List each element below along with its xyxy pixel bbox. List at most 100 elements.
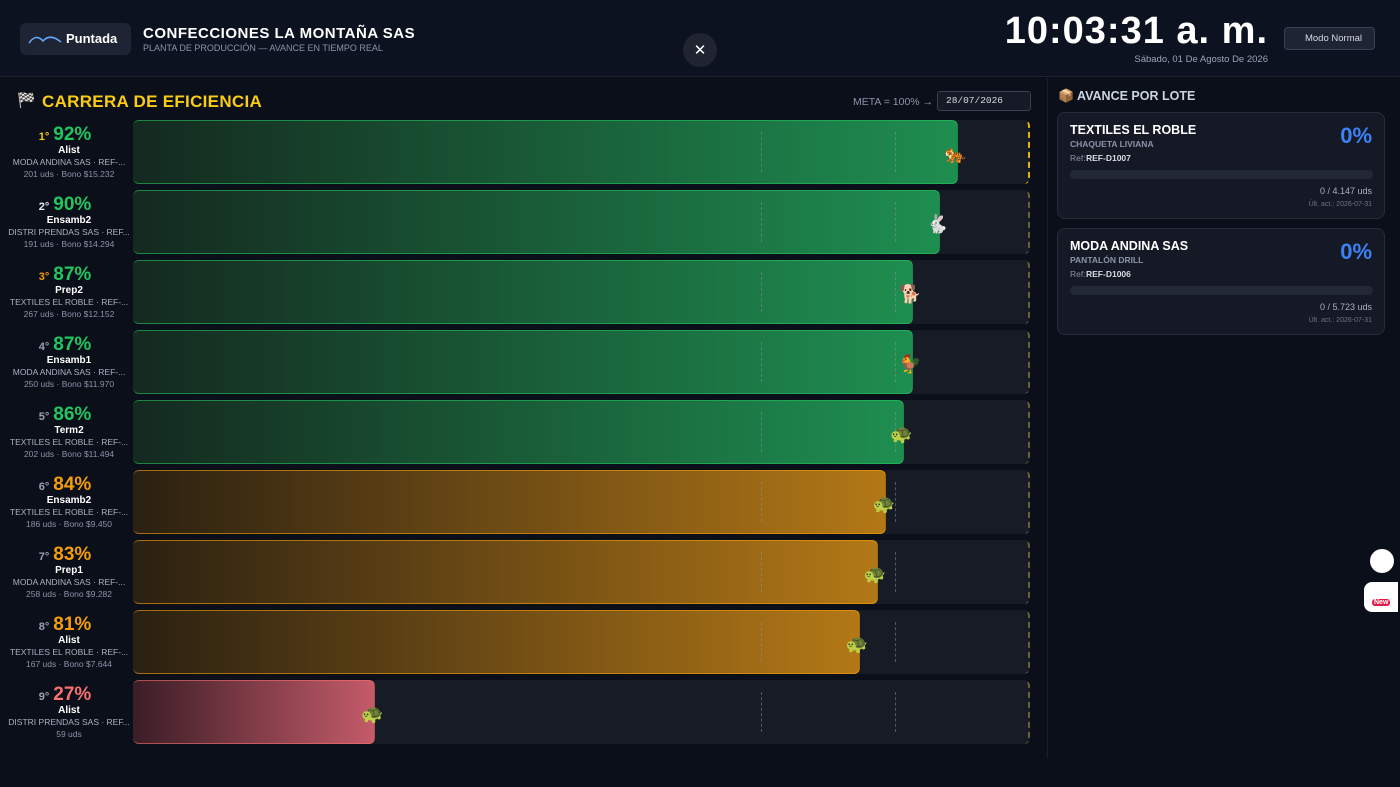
threshold-line xyxy=(895,482,897,522)
efficiency: 83% xyxy=(53,544,92,565)
bar xyxy=(133,190,941,254)
threshold-line xyxy=(760,552,762,592)
worker: Prep2 xyxy=(55,285,83,296)
track: 🐢 xyxy=(133,610,1030,674)
logo-box[interactable] xyxy=(20,23,131,55)
runner-icon: 🐢 xyxy=(845,634,868,654)
threshold-line xyxy=(760,342,762,382)
mode-button[interactable]: Modo Normal xyxy=(1284,27,1375,50)
runner-icon: 🐓 xyxy=(899,354,922,374)
close-icon[interactable]: ✕ xyxy=(693,42,707,59)
bar xyxy=(133,260,914,324)
score-line: 3° 87% xyxy=(0,264,130,286)
detail: DISTRI PRENDAS SAS · REF... xyxy=(8,227,130,237)
ref-label: Ref: xyxy=(1070,269,1086,279)
logo-wave xyxy=(28,36,62,44)
threshold-line xyxy=(760,132,762,172)
summary: 201 uds · Bono $15.232 xyxy=(23,169,115,179)
runner-icon: 🐕 xyxy=(899,284,922,304)
threshold-line xyxy=(760,202,762,242)
close-button[interactable] xyxy=(683,33,717,67)
batch-card: TEXTILES EL ROBLE CHAQUETA LIVIANA Ref: REF… xyxy=(1057,112,1385,219)
detail: MODA ANDINA SAS · REF-... xyxy=(12,367,126,377)
efficiency: 87% xyxy=(53,264,92,285)
worker: Term2 xyxy=(54,425,84,436)
runner-icon: 🐢 xyxy=(361,704,384,724)
rank: 8° xyxy=(38,621,50,633)
date-input[interactable]: 28/07/2026 xyxy=(937,91,1031,111)
efficiency: 84% xyxy=(53,474,92,495)
logo-text: Puntada xyxy=(66,31,118,46)
runner-icon: 🐢 xyxy=(890,424,913,444)
goal-label: META = 100% → xyxy=(853,96,934,108)
updated: Últ. act.: 2026-07-31 xyxy=(1308,317,1372,324)
row-info: 1° 92% Alist MODA ANDINA SAS · REF-... 201 u… xyxy=(0,120,130,184)
rank: 3° xyxy=(38,271,50,283)
race-icon: 🏁 xyxy=(17,92,36,109)
score-line: 5° 86% xyxy=(0,404,130,426)
summary: 167 uds · Bono $7.644 xyxy=(25,659,112,669)
summary: 267 uds · Bono $12.152 xyxy=(23,309,115,319)
summary: 186 uds · Bono $9.450 xyxy=(25,519,112,529)
score-line: 9° 27% xyxy=(0,684,130,706)
runner-icon: 🐢 xyxy=(872,494,895,514)
rank: 1° xyxy=(38,131,50,143)
row-info: 6° 84% Ensamb2 TEXTILES EL ROBLE · REF-... 1… xyxy=(0,470,130,534)
ref-label: Ref: xyxy=(1070,153,1086,163)
detail: TEXTILES EL ROBLE · REF-... xyxy=(9,437,129,447)
ref: REF-D1006 xyxy=(1086,269,1131,279)
progress-track xyxy=(1070,286,1373,295)
track: 🐢 xyxy=(133,540,1030,604)
rank: 6° xyxy=(38,481,50,493)
threshold-line xyxy=(895,622,897,662)
summary: 191 uds · Bono $14.294 xyxy=(23,239,115,249)
rank: 2° xyxy=(38,201,50,213)
row-info: 9° 27% Alist DISTRI PRENDAS SAS · REF... 59 … xyxy=(0,680,130,744)
summary: 59 uds xyxy=(56,729,82,739)
threshold-line xyxy=(760,482,762,522)
new-widget[interactable]: New xyxy=(1364,582,1398,612)
efficiency: 92% xyxy=(53,124,92,145)
updated: Últ. act.: 2026-07-31 xyxy=(1308,201,1372,208)
client: MODA ANDINA SAS xyxy=(1070,239,1189,253)
book-button[interactable] xyxy=(1370,549,1394,573)
threshold-line xyxy=(895,342,897,382)
bar xyxy=(133,400,905,464)
bar xyxy=(133,680,376,744)
threshold-line xyxy=(760,692,762,732)
row-info: 5° 86% Term2 TEXTILES EL ROBLE · REF-... 202… xyxy=(0,400,130,464)
track: 🐅 xyxy=(133,120,1030,184)
batch-icon: 📦 xyxy=(1058,88,1075,103)
batch-card: MODA ANDINA SAS PANTALÓN DRILL Ref: REF-D10… xyxy=(1057,228,1385,335)
worker: Alist xyxy=(58,145,80,156)
rank: 9° xyxy=(38,691,50,703)
threshold-line xyxy=(895,552,897,592)
product: PANTALÓN DRILL xyxy=(1070,255,1144,265)
progress-track xyxy=(1070,170,1373,179)
threshold-line xyxy=(760,622,762,662)
row-info: 4° 87% Ensamb1 MODA ANDINA SAS · REF-... 250… xyxy=(0,330,130,394)
clock: 10:03:31 a. m. xyxy=(1004,10,1268,52)
units: 0 / 4.147 uds xyxy=(1319,186,1372,196)
detail: TEXTILES EL ROBLE · REF-... xyxy=(9,297,129,307)
detail: TEXTILES EL ROBLE · REF-... xyxy=(9,507,129,517)
summary: 250 uds · Bono $11.970 xyxy=(23,379,115,389)
client: TEXTILES EL ROBLE xyxy=(1070,123,1197,137)
rank: 7° xyxy=(38,551,50,563)
detail: MODA ANDINA SAS · REF-... xyxy=(12,577,126,587)
row-info: 7° 83% Prep1 MODA ANDINA SAS · REF-... 258 u… xyxy=(0,540,130,604)
divider xyxy=(1047,78,1048,758)
summary: 258 uds · Bono $9.282 xyxy=(25,589,112,599)
progress-label: 0% xyxy=(1340,123,1372,148)
bar xyxy=(133,610,860,674)
score-line: 4° 87% xyxy=(0,334,130,356)
worker: Prep1 xyxy=(55,565,83,576)
score-line: 6° 84% xyxy=(0,474,130,496)
row-info: 8° 81% Alist TEXTILES EL ROBLE · REF-... 167… xyxy=(0,610,130,674)
race-title: CARRERA DE EFICIENCIA xyxy=(42,92,263,111)
bar xyxy=(133,330,914,394)
threshold-line xyxy=(760,412,762,452)
product: CHAQUETA LIVIANA xyxy=(1070,139,1154,149)
track: 🐕 xyxy=(133,260,1030,324)
